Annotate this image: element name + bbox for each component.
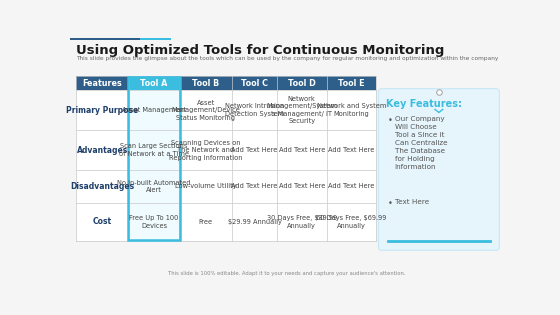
Text: Asset
Management/Device
Status Monitoring: Asset Management/Device Status Monitorin… <box>171 100 240 121</box>
Bar <box>70 38 140 40</box>
Text: Add Text Here: Add Text Here <box>328 147 375 153</box>
Text: Cost: Cost <box>93 217 112 226</box>
Bar <box>76 76 376 241</box>
Text: Text Here: Text Here <box>395 199 429 205</box>
Text: This slide is 100% editable. Adapt it to your needs and capture your audience's : This slide is 100% editable. Adapt it to… <box>168 272 406 277</box>
Bar <box>179 76 232 90</box>
FancyBboxPatch shape <box>379 89 500 250</box>
Text: Add Text Here: Add Text Here <box>278 147 325 153</box>
Text: Our Company
Will Choose
Tool a Since it
Can Centralize
The Database
for Holding
: Our Company Will Choose Tool a Since it … <box>395 116 447 170</box>
Text: 60 Days Free, $69.99
Annually: 60 Days Free, $69.99 Annually <box>316 215 386 229</box>
Text: 30 Days Free, $39.99
Annually: 30 Days Free, $39.99 Annually <box>267 215 337 229</box>
Text: Tool E: Tool E <box>338 79 365 88</box>
Text: Key Features:: Key Features: <box>386 100 462 109</box>
Text: Free: Free <box>199 219 213 225</box>
Bar <box>129 130 179 170</box>
Bar <box>129 170 179 203</box>
Text: Add Text Here: Add Text Here <box>231 183 278 189</box>
Text: Tool A: Tool A <box>141 79 168 88</box>
Text: Features: Features <box>83 79 123 88</box>
Text: Add Text Here: Add Text Here <box>328 183 375 189</box>
Text: Primary Purpose: Primary Purpose <box>67 106 139 115</box>
Bar <box>140 38 171 40</box>
Text: No In-built Automated
Alert: No In-built Automated Alert <box>118 180 191 193</box>
Text: Tool C: Tool C <box>241 79 268 88</box>
Text: This slide provides the glimpse about the tools which can be used by the company: This slide provides the glimpse about th… <box>76 56 498 61</box>
Text: Tool B: Tool B <box>192 79 220 88</box>
Bar <box>129 203 179 241</box>
Text: Free Up To 100
Devices: Free Up To 100 Devices <box>129 215 179 229</box>
Bar <box>129 90 179 130</box>
Text: Network
Management/System
s Management/ IT
Security: Network Management/System s Management/ … <box>266 96 337 124</box>
Text: Network Intrusion
Detection System: Network Intrusion Detection System <box>225 103 284 117</box>
Text: Scan Large Sections
of Network at a Time: Scan Large Sections of Network at a Time <box>119 143 189 157</box>
Text: Add Text Here: Add Text Here <box>278 183 325 189</box>
Bar <box>128 77 180 240</box>
Text: •: • <box>388 199 393 209</box>
Text: Asset Management: Asset Management <box>122 107 186 113</box>
Text: Tool D: Tool D <box>288 79 316 88</box>
Text: Add Text Here: Add Text Here <box>231 147 278 153</box>
Text: Disadvantages: Disadvantages <box>71 182 134 191</box>
Text: Low-volume Utility: Low-volume Utility <box>175 183 236 189</box>
Bar <box>326 76 376 90</box>
Bar <box>76 76 129 90</box>
Bar <box>129 76 179 90</box>
Text: •: • <box>388 116 393 125</box>
Text: Scanning Devices on
The Network and
Reporting Information: Scanning Devices on The Network and Repo… <box>169 140 242 161</box>
Bar <box>277 76 326 90</box>
Text: Using Optimized Tools for Continuous Monitoring: Using Optimized Tools for Continuous Mon… <box>76 44 445 57</box>
Text: $29.99 Annually: $29.99 Annually <box>227 219 281 225</box>
Bar <box>232 76 277 90</box>
Text: Advantages: Advantages <box>77 146 128 155</box>
Text: Network and System
Monitoring: Network and System Monitoring <box>316 103 386 117</box>
